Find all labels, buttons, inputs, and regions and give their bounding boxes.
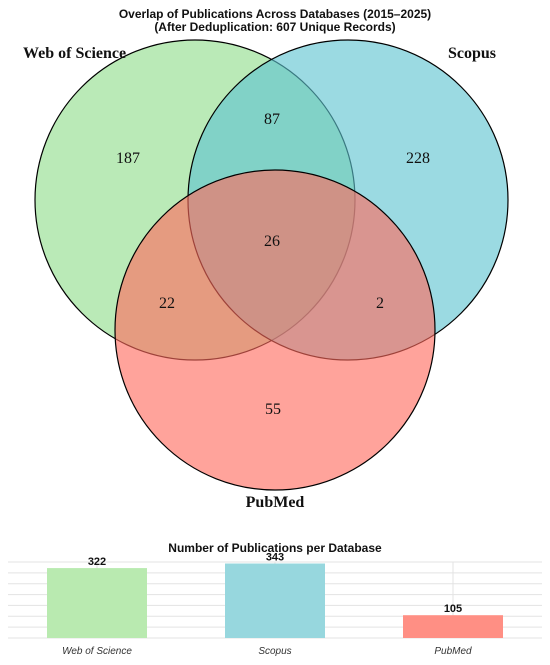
venn-diagram: Web of Science Scopus PubMed 187 228 87 … [23, 39, 509, 511]
region-count-web-of-science-and-scopus: 87 [264, 111, 280, 128]
bar [403, 615, 503, 638]
bar [225, 563, 325, 638]
bar-value-label: 322 [88, 556, 106, 568]
region-count-scopus-and-pubmed: 2 [376, 295, 384, 312]
bar-category-label: Scopus [258, 646, 291, 657]
bar-value-label: 105 [444, 603, 462, 615]
region-count-web-of-science-and-pubmed: 22 [159, 295, 175, 312]
venn-title: Overlap of Publications Across Databases… [118, 7, 432, 21]
venn-subtitle: (After Deduplication: 607 Unique Records… [154, 20, 396, 34]
bar-category-label: PubMed [434, 646, 472, 657]
set-label-pubmed: PubMed [246, 494, 305, 511]
region-count-all-three: 26 [264, 233, 280, 250]
region-count-pubmed-only: 55 [265, 401, 281, 418]
set-label-scopus: Scopus [448, 45, 496, 62]
bar-chart-title: Number of Publications per Database [168, 541, 382, 555]
region-count-scopus-only: 228 [406, 150, 430, 167]
bar [47, 568, 147, 638]
venn-circle-pubmed [114, 169, 436, 491]
bar-category-label: Web of Science [62, 646, 132, 657]
region-count-web-of-science-only: 187 [116, 150, 140, 167]
set-label-web-of-science: Web of Science [23, 45, 126, 62]
bar-value-label: 343 [266, 552, 284, 564]
